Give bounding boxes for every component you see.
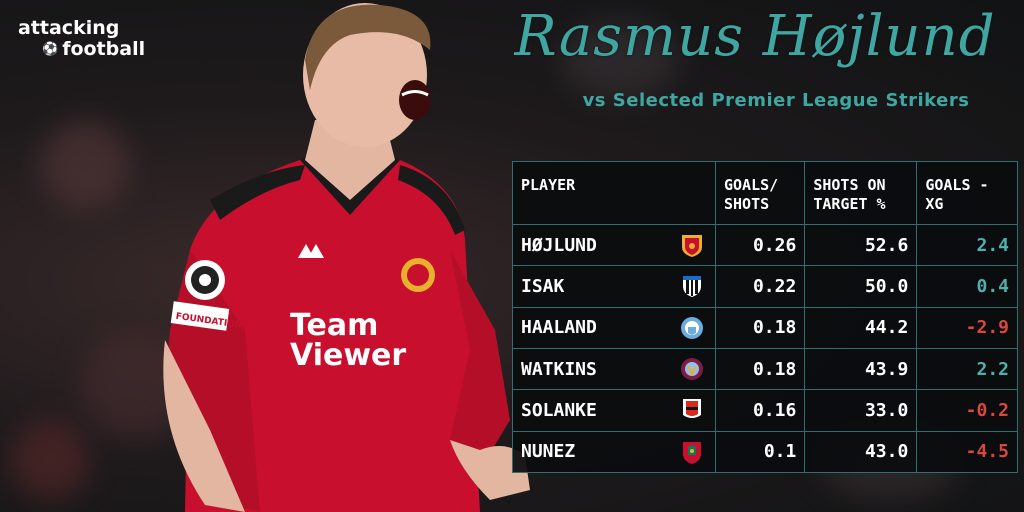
aston-villa-crest-icon [680,356,704,382]
goals-minus-xg-value: 2.4 [916,223,1018,267]
header-player: PLAYER [512,161,716,225]
table-row: NUNEZ 0.1 43.0 -4.5 [512,430,1018,474]
goals-per-shot-value: 0.16 [714,389,806,432]
brand-line-1: attacking [18,17,120,39]
goals-per-shot-value: 0.26 [714,223,806,267]
goals-per-shot-value: 0.18 [714,306,806,349]
shots-on-target-value: 52.6 [804,223,918,267]
goals-minus-xg-value: -4.5 [916,430,1018,474]
shots-on-target-value: 33.0 [804,389,918,432]
sponsor-line-1: Team [290,308,378,343]
goals-minus-xg-value: 2.2 [916,347,1018,391]
player-name: NUNEZ [512,430,669,474]
man-utd-crest-icon [680,232,704,258]
stats-table: PLAYER GOALS/SHOTS SHOTS ON TARGET % GOAL… [512,161,1018,474]
goals-minus-xg-value: -0.2 [916,389,1018,432]
shots-on-target-value: 50.0 [804,265,918,308]
header-goals-minus-xg: GOALS - XG [916,161,1018,225]
player-name: WATKINS [512,347,669,391]
shots-on-target-value: 43.0 [804,430,918,474]
player-name: ISAK [512,265,669,308]
goals-per-shot-value: 0.18 [714,347,806,391]
liverpool-crest-icon [680,439,704,465]
shots-on-target-value: 44.2 [804,306,918,349]
table-row: ISAK 0.22 50.0 0.4 [512,265,1018,308]
page-title: Rasmus Højlund [514,4,996,69]
shots-on-target-value: 43.9 [804,347,918,391]
newcastle-crest-icon [680,273,704,299]
goals-minus-xg-value: 0.4 [916,265,1018,308]
player-name: SOLANKE [512,389,669,432]
attacking-football-logo: attacking ⚽ football [18,18,145,60]
player-name: HØJLUND [512,223,669,267]
man-city-crest-icon [680,315,704,341]
goals-per-shot-value: 0.22 [714,265,806,308]
bournemouth-crest-icon [680,397,704,423]
goals-minus-xg-value: -2.9 [916,306,1018,349]
header-goals-shots: GOALS/SHOTS [714,161,806,225]
ball-icon: ⚽ [42,42,59,57]
table-row: SOLANKE 0.16 33.0 -0.2 [512,389,1018,432]
header-shots-on-target: SHOTS ON TARGET % [804,161,918,225]
player-photo: Team Viewer FOUNDATION [163,3,530,512]
table-row: HØJLUND 0.26 52.6 2.4 [512,223,1018,267]
sponsor-line-2: Viewer [290,338,406,373]
brand-line-2: football [62,38,146,60]
table-header-row: PLAYER GOALS/SHOTS SHOTS ON TARGET % GOAL… [512,161,1018,225]
table-row: WATKINS 0.18 43.9 2.2 [512,347,1018,391]
page-subtitle: vs Selected Premier League Strikers [582,90,970,111]
player-name: HAALAND [512,306,669,349]
goals-per-shot-value: 0.1 [714,430,806,474]
table-row: HAALAND 0.18 44.2 -2.9 [512,306,1018,349]
